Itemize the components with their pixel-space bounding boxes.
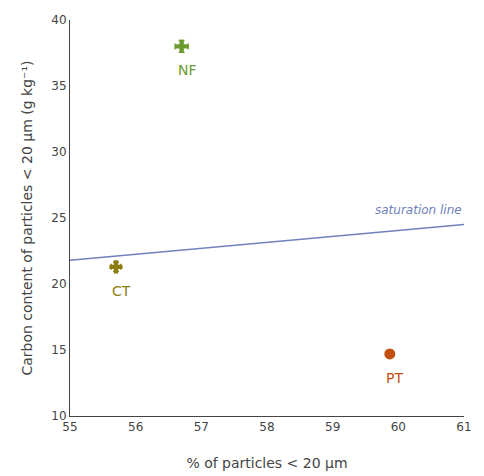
svg-text:58: 58 xyxy=(259,420,274,434)
svg-text:60: 60 xyxy=(391,420,406,434)
svg-text:CT: CT xyxy=(112,283,131,299)
svg-text:15: 15 xyxy=(51,343,66,357)
svg-text:35: 35 xyxy=(51,79,66,93)
svg-text:saturation line: saturation line xyxy=(375,203,462,217)
svg-text:30: 30 xyxy=(51,145,66,159)
svg-text:59: 59 xyxy=(325,420,340,434)
svg-text:PT: PT xyxy=(386,370,403,386)
svg-text:20: 20 xyxy=(51,277,66,291)
svg-text:% of particles < 20 μm: % of particles < 20 μm xyxy=(186,455,347,471)
svg-text:NF: NF xyxy=(178,62,197,78)
svg-text:55: 55 xyxy=(62,420,77,434)
svg-text:40: 40 xyxy=(51,13,66,27)
svg-text:57: 57 xyxy=(194,420,209,434)
svg-text:25: 25 xyxy=(51,211,66,225)
svg-text:61: 61 xyxy=(456,420,471,434)
svg-text:Carbon content of particles <: Carbon content of particles < 20 μm (g k… xyxy=(19,60,35,375)
svg-text:56: 56 xyxy=(128,420,143,434)
svg-text:10: 10 xyxy=(51,409,66,423)
